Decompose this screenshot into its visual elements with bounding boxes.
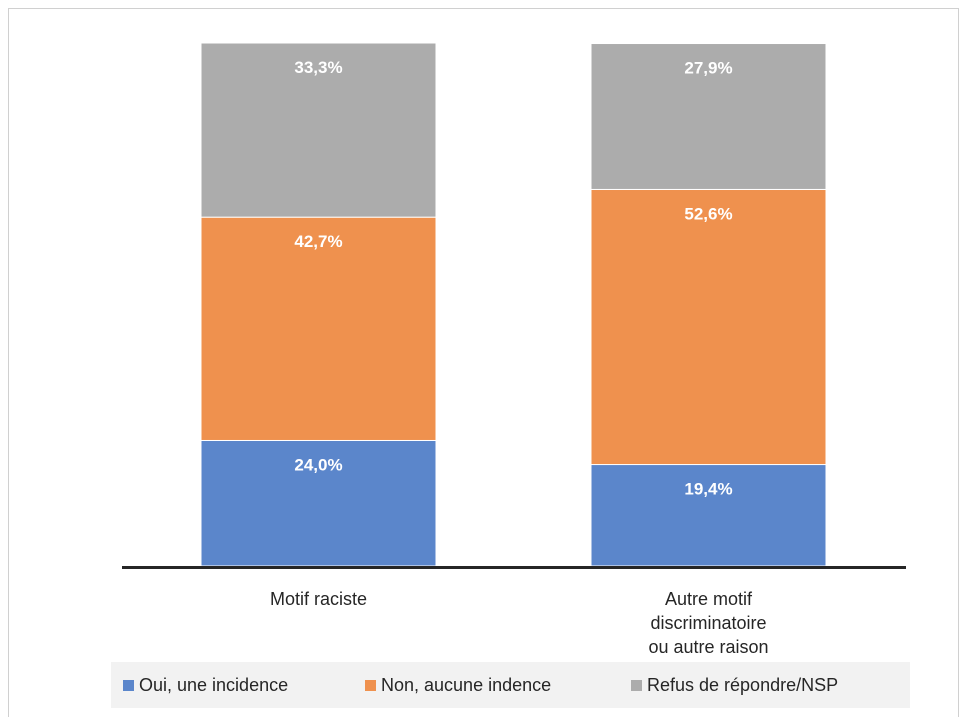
category-label: ou autre raison	[648, 637, 768, 657]
data-label: 52,6%	[684, 204, 732, 223]
legend-swatch	[123, 680, 134, 691]
legend-swatch	[631, 680, 642, 691]
category-label: Motif raciste	[270, 589, 367, 609]
bars-group	[200, 42, 827, 567]
legend-swatch	[365, 680, 376, 691]
bar-segment	[200, 439, 437, 567]
legend: Oui, une incidence Non, aucune indence Ref…	[123, 675, 838, 695]
data-label: 27,9%	[684, 59, 732, 78]
legend-background	[111, 662, 910, 708]
data-label: 33,3%	[294, 58, 342, 77]
legend-label: Non, aucune indence	[381, 675, 551, 695]
category-label: Autre motif	[665, 589, 753, 609]
bar-segment	[590, 43, 827, 190]
chart-frame	[8, 8, 959, 717]
legend-label: Refus de répondre/NSP	[647, 675, 838, 695]
data-label: 24,0%	[294, 455, 342, 474]
data-label: 19,4%	[684, 480, 732, 499]
bar-segment	[200, 42, 437, 218]
data-label: 42,7%	[294, 232, 342, 251]
bar-segment	[590, 464, 827, 567]
bar-segment	[200, 216, 437, 441]
category-labels-group: Motif raciste Autre motif discriminatoire o…	[270, 589, 769, 657]
bar-segment	[590, 188, 827, 466]
legend-label: Oui, une incidence	[139, 675, 288, 695]
category-label: discriminatoire	[650, 613, 766, 633]
segment-labels-group: 24,0% 42,7% 33,3% 19,4% 52,6% 27,9%	[294, 58, 732, 499]
